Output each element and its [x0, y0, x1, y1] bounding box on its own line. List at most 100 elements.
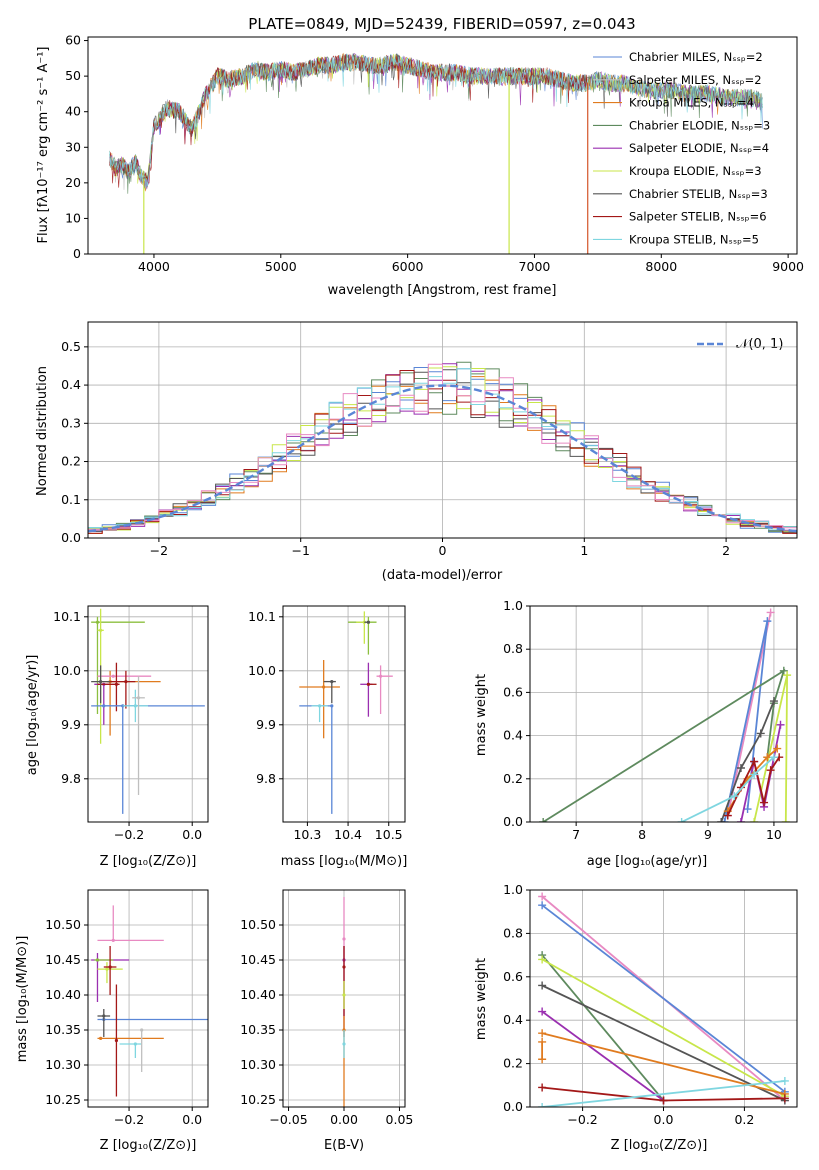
residuals-xtick-label: 0	[439, 543, 447, 558]
spectrum-plot-area	[109, 52, 763, 254]
weight-vs-age-ytick-label: 0.6	[503, 684, 523, 699]
age-vs-z-panel: Z [log₁₀(Z/Z⊙)] age [log₁₀(age/yr)] −0.2…	[25, 605, 209, 869]
weight-marker	[538, 1007, 547, 1016]
spectrum-xtick-label: 6000	[392, 259, 424, 274]
age-vs-z-ytick-label: 9.9	[61, 717, 81, 732]
weight-vs-age-frame	[529, 605, 798, 823]
weight-vs-age-ytick-label: 1.0	[503, 598, 523, 613]
weight-vs-z-frame	[529, 889, 798, 1108]
data-point	[136, 696, 141, 700]
data-point	[114, 1038, 119, 1043]
data-point	[342, 937, 346, 941]
age-z-xlabel: Z [log₁₀(Z/Z⊙)]	[100, 854, 197, 869]
weight-vs-age-ytick-label: 0.8	[503, 641, 523, 656]
weight-marker	[783, 671, 792, 680]
mass-vs-ebv-ytick-label: 10.25	[240, 1092, 276, 1107]
weight-vs-z-ytick-label: 0.6	[503, 969, 523, 984]
weight-marker	[750, 770, 759, 779]
weight-marker	[781, 818, 790, 822]
spectrum-ytick-label: 10	[65, 210, 81, 225]
legend-entry: Kroupa ELODIE, Nₛₛₚ=3	[629, 164, 762, 178]
weight-z-xlabel: Z [log₁₀(Z/Z⊙)]	[611, 1138, 708, 1153]
weight-marker	[717, 818, 726, 822]
weight-vs-z-ytick-label: 0.8	[503, 925, 523, 940]
residual-panel: (data-model)/error Normed distribution 𝒩…	[35, 321, 798, 583]
data-point	[342, 993, 346, 997]
weight-age-ylabel: mass weight	[474, 674, 489, 756]
mass-vs-ebv-ytick-label: 10.30	[240, 1057, 276, 1072]
residual-ylabel: Normed distribution	[35, 366, 50, 496]
weight-vs-age-xtick-label: 9	[704, 827, 712, 842]
age-vs-z-ytick-label: 9.8	[61, 771, 81, 786]
weight-line	[720, 700, 775, 822]
spectrum-xlabel: wavelength [Angstrom, rest frame]	[328, 283, 557, 298]
spectrum-ylabel: Flux [fλ10⁻¹⁷ erg cm⁻² s⁻¹ A⁻¹]	[36, 47, 51, 244]
mass-vs-ebv-xtick-label: 0.00	[330, 1112, 358, 1127]
legend-entry: Kroupa STELIB, Nₛₛₚ=5	[629, 232, 759, 246]
weight-marker	[766, 766, 775, 775]
age-vs-mass-panel: mass [log₁₀(M/M⊙)] 10.3 10.4 10.5 9.8 9.9 10.…	[248, 605, 407, 869]
age-vs-mass-ytick-label: 9.8	[256, 771, 276, 786]
residuals-ytick-label: 0.2	[61, 454, 81, 469]
spectrum-xtick-label: 5000	[265, 259, 297, 274]
weight-vs-z-xtick-label: 0.2	[734, 1112, 754, 1127]
weight-line	[541, 984, 786, 1102]
weight-line	[542, 1080, 785, 1107]
mass-vs-ebv-ytick-label: 10.45	[240, 952, 276, 967]
weight-marker	[773, 744, 782, 753]
weight-vs-z-ytick-label: 0.0	[503, 1099, 523, 1114]
weight-vs-age-plot-area	[539, 608, 792, 822]
weight-line	[541, 958, 786, 1097]
data-point	[105, 967, 109, 971]
weight-vs-age-ytick-label: 0.4	[503, 728, 523, 743]
age-vs-mass-ytick-label: 9.9	[256, 717, 276, 732]
data-point	[108, 965, 112, 969]
weight-marker	[780, 1094, 789, 1103]
weight-line	[541, 1032, 786, 1095]
age-vs-z-frame	[87, 605, 209, 823]
gaussian-curve	[88, 384, 797, 533]
weight-marker	[756, 729, 765, 738]
residuals-xtick-label: 1	[580, 543, 588, 558]
residuals-frame	[87, 321, 798, 539]
age-vs-z-xtick-label: 0.0	[182, 827, 202, 842]
weight-marker	[750, 818, 759, 822]
age-vs-mass-xtick-label: 10.5	[375, 827, 403, 842]
age-vs-mass-xtick-label: 10.3	[293, 827, 321, 842]
legend-entry: Chabrier STELIB, Nₛₛₚ=3	[629, 187, 768, 201]
mass-vs-z-panel: Z [log₁₀(Z/Z⊙)] mass [log₁₀(M/M⊙)] −0.2 0…	[15, 889, 209, 1153]
mass-vs-ebv-ytick-label: 10.40	[240, 987, 276, 1002]
weight-marker	[538, 1083, 547, 1092]
weight-marker	[763, 617, 772, 626]
spectrum-ytick-label: 30	[65, 139, 81, 154]
gaussian-legend-label: 𝒩(0, 1)	[736, 337, 783, 352]
spectrum-title: PLATE=0849, MJD=52439, FIBERID=0597, z=0…	[248, 15, 635, 33]
weight-marker	[538, 981, 547, 990]
weight-marker	[769, 697, 778, 706]
legend-entry: Chabrier MILES, Nₛₛₚ=2	[629, 50, 763, 64]
spectrum-xtick-label: 4000	[138, 259, 170, 274]
residuals-ytick-label: 0.0	[61, 530, 81, 545]
age-vs-z-ytick-label: 10.0	[53, 663, 81, 678]
data-point	[133, 704, 137, 708]
mass-vs-ebv-frame	[282, 889, 406, 1108]
spectrum-ytick-label: 0	[73, 246, 81, 261]
age-vs-mass-frame	[282, 605, 406, 823]
weight-marker	[539, 818, 548, 822]
mass-vs-z-ytick-label: 10.45	[45, 952, 81, 967]
data-point	[99, 628, 103, 632]
weight-marker	[538, 955, 547, 964]
weight-marker	[538, 1103, 547, 1107]
weight-vs-age-ytick-label: 0.2	[503, 771, 523, 786]
weight-marker	[659, 1096, 668, 1105]
weight-vs-age-ytick-label: 0.0	[503, 814, 523, 829]
weight-marker	[538, 892, 547, 901]
spectrum-series-line	[109, 54, 588, 188]
weight-vs-z-ytick-label: 0.2	[503, 1056, 523, 1071]
spectrum-frame	[87, 36, 798, 255]
weight-marker	[776, 720, 785, 729]
data-point	[342, 1042, 346, 1046]
mass-vs-z-xtick-label: 0.0	[182, 1112, 202, 1127]
data-point	[99, 1036, 103, 1040]
weight-marker	[723, 811, 732, 820]
